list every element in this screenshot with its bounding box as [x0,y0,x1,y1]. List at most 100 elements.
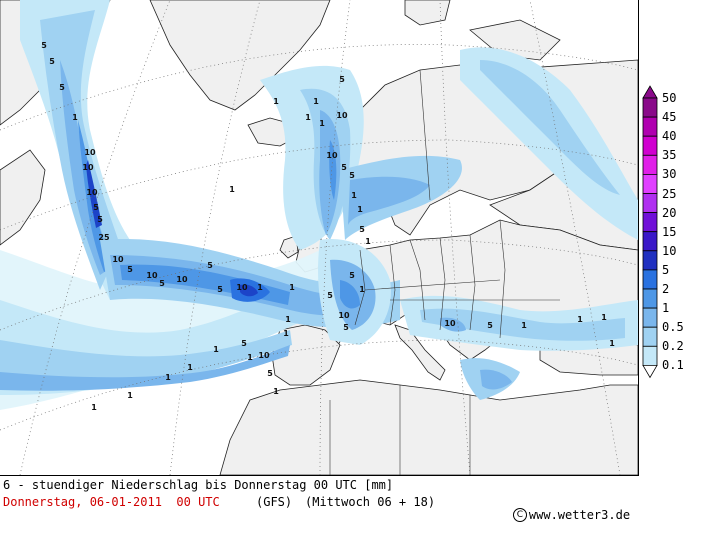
contour-label: 5 [59,83,65,92]
legend-label: 40 [662,129,677,144]
contour-label: 10 [82,163,94,172]
contour-label: 1 [365,237,371,246]
contour-label: 25 [98,233,110,242]
legend-swatch [642,250,658,271]
contour-label: 10 [444,319,456,328]
contour-label: 10 [146,271,158,280]
contour-label: 1 [273,97,279,106]
contour-label: 1 [601,313,607,322]
contour-label: 10 [86,188,98,197]
contour-label: 1 [213,345,219,354]
contour-label: 5 [207,261,213,270]
contour-label: 1 [72,113,78,122]
contour-label: 10 [112,255,124,264]
contour-label: 5 [349,171,355,180]
contour-label: 10 [336,111,348,120]
legend-swatch [642,212,658,233]
contour-label: 1 [247,353,253,362]
north-africa [219,379,638,475]
contour-label: 5 [49,57,55,66]
contour-label: 5 [341,163,347,172]
contour-label: 5 [93,203,99,212]
contour-label: 1 [305,113,311,122]
italy [394,324,446,381]
precipitation-map: 5 5 5 1 10 10 10 5 5 25 10 5 10 5 10 5 5 10 1 1 5 10 1 10 5 5 1 1 5 1… [0,0,639,476]
contour-label: 5 [241,339,247,348]
contour-label: 5 [339,75,345,84]
contour-label: 1 [359,285,365,294]
contour-label: 1 [187,363,193,372]
legend-label: 0.2 [662,339,684,354]
forecast-reference: (Mittwoch 06 + 18) [305,495,436,509]
legend-label: 30 [662,167,677,182]
legend-label: 0.5 [662,320,684,335]
contour-label: 1 [229,185,235,194]
contour-label: 1 [283,329,289,338]
contour-label: 5 [217,285,223,294]
greenland [149,0,331,111]
legend-label: 20 [662,205,677,220]
contour-label: 1 [319,119,325,128]
contour-label: 10 [338,311,350,320]
contour-label: 5 [97,215,103,224]
contour-label: 1 [257,283,263,292]
legend-swatch [642,345,658,366]
legend-swatch [642,116,658,137]
contour-label: 1 [91,403,97,412]
legend-swatch [642,326,658,347]
contour-label: 10 [84,148,96,157]
legend-label: 35 [662,148,677,163]
contour-label: 1 [289,283,295,292]
model-name: (GFS) [256,495,293,509]
website-link: www.wetter3.de [528,507,631,522]
svalbard [404,0,451,26]
legend-swatch [642,269,658,290]
country-borders [329,69,560,475]
map-footer: 6 - stuendiger Niederschlag bis Donnerst… [0,476,704,522]
precipitation-bands [0,0,638,410]
legend-swatch [642,174,658,194]
contour-label: 10 [326,151,338,160]
legend-label: 0.1 [662,358,684,373]
contour-label: 1 [609,339,615,348]
contour-label: 5 [487,321,493,330]
legend-swatch [642,193,658,214]
contour-label: 10 [176,275,188,284]
contour-label: 1 [273,387,279,396]
legend-label: 5 [662,262,670,277]
legend-top-arrow [642,85,658,99]
graticule [0,0,638,475]
legend-label: 2 [662,282,670,296]
legend-label: 25 [662,186,677,201]
contour-label: 5 [359,225,365,234]
contour-label: 5 [159,279,165,288]
contour-label: 1 [285,315,291,324]
copyright-icon: C [512,507,527,522]
contour-label: 5 [41,41,47,50]
legend-swatch [642,288,658,309]
contour-label: 1 [577,315,583,324]
legend-swatch [642,231,658,252]
legend-bottom-arrow [642,364,658,379]
contour-label: 5 [349,271,355,280]
legend-swatch [642,135,658,156]
labrador [0,149,46,246]
legend-swatch [642,154,658,175]
contour-label: 1 [357,205,363,214]
legend-label: 15 [662,224,677,239]
legend-swatch [642,307,658,328]
legend-label: 10 [662,243,677,258]
contour-label: 10 [258,351,270,360]
contour-label: 5 [267,369,273,378]
contour-label: 5 [343,323,349,332]
contour-label: 1 [521,321,527,330]
legend-label: 1 [662,301,670,316]
map-caption: 6 - stuendiger Niederschlag bis Donnerst… [3,478,394,492]
contour-label: 1 [127,391,133,400]
contour-label: 10 [236,283,248,292]
contour-label: 5 [327,291,333,300]
contour-label: 1 [351,191,357,200]
legend-swatch [642,97,658,118]
